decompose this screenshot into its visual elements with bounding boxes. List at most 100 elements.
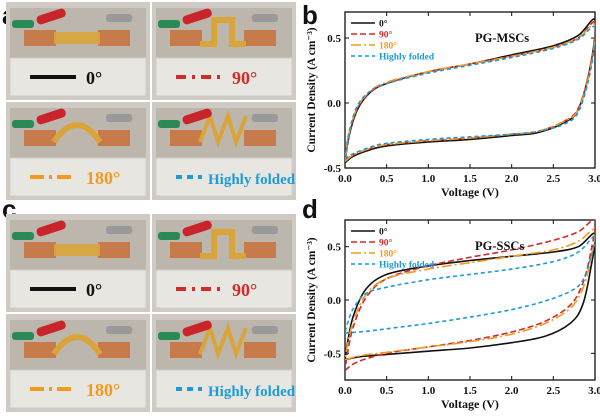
y-axis-label: Current Density (A cm⁻³) [306,27,318,152]
x-tick-label: 2.5 [546,385,560,397]
photo-cell-2: 90° [152,214,296,312]
copper-electrode-left [24,30,56,46]
chart-title: PG-MSCs [475,31,529,45]
y-tick-label: 0.0 [327,98,341,110]
clip-green [12,332,34,340]
copper-electrode-left [170,130,202,146]
device-film [200,229,246,259]
clip-silver [106,326,132,334]
legend-label: 0° [379,19,388,30]
photo-cell-3: 180° [6,314,150,412]
chart-d-svg: 0.0 0.5 1.0 1.5 2.0 2.5 3.0 -0.5 0.0 0.5 Voltage (… [306,219,600,411]
copper-electrode-right [98,130,130,146]
x-tick-label: 2.0 [505,173,519,185]
x-tick-label: 2.0 [505,385,519,397]
copper-electrode-right [244,130,276,146]
clip-green [158,232,180,240]
photo-label: 90° [232,280,257,300]
photo-panel-a: 0° 90° 180° Highly folded [6,2,298,202]
copper-electrode-left [24,242,56,258]
copper-electrode-left [170,242,202,258]
x-tick-label: 1.5 [463,173,477,185]
copper-electrode-left [170,342,202,358]
series-group [345,220,595,372]
clip-green [12,20,34,28]
clip-red [36,220,66,237]
device-film [198,321,248,361]
photo-cell-4: Highly folded [152,102,296,200]
y-tick-label: 0.5 [327,242,341,254]
clip-silver [252,14,278,22]
legend-label: 90° [379,30,393,41]
device-film [54,244,100,256]
x-axis-label: Voltage (V) [441,397,499,411]
series-line-4 [345,25,595,160]
series-line-4 [345,235,595,334]
y-tick-label: -0.5 [324,348,342,360]
x-tick-label: 2.5 [546,173,560,185]
photo-cell-1: 0° [6,214,150,312]
device-film [200,17,246,47]
clip-green [158,20,180,28]
clip-silver [106,114,132,122]
clip-green [12,120,34,128]
clip-green [158,332,180,340]
clip-red [36,108,66,125]
panel-letter-d: d [302,194,318,224]
legend-label: 180° [379,249,397,260]
y-tick-label: 0.5 [327,33,341,45]
x-tick-label: 1.5 [463,385,477,397]
copper-electrode-left [24,130,56,146]
legend: 0°90°180°Highly folded [351,19,435,63]
photo-label: 0° [86,280,102,300]
clip-silver [106,226,132,234]
device-film [51,334,103,356]
clip-red [182,108,212,125]
x-tick-label: 0.0 [338,173,352,185]
chart-panel-b: 0.0 0.5 1.0 1.5 2.0 2.5 3.0 -0.5 0.0 0.5 Voltage (… [300,0,600,208]
photo-label: 90° [232,68,257,88]
photo-label: Highly folded [208,172,296,188]
device-film [198,109,248,149]
clip-silver [106,14,132,22]
x-tick-label: 3.0 [588,385,600,397]
photo-cell-1: 0° [6,2,150,100]
x-tick-label: 0.0 [338,385,352,397]
photo-label: 0° [86,68,102,88]
series-line-1 [345,232,595,361]
clip-silver [252,326,278,334]
series-group [345,18,595,164]
x-tick-label: 3.0 [588,173,600,185]
chart-title: PG-SSCs [475,239,524,253]
x-tick-label: 0.5 [380,385,394,397]
x-tick-label: 1.0 [421,173,435,185]
copper-electrode-right [98,30,130,46]
photo-label: 180° [86,168,120,188]
y-axis-label: Current Density (A cm⁻³) [306,237,318,362]
clip-silver [252,114,278,122]
clip-green [158,120,180,128]
copper-electrode-right [98,342,130,358]
clip-red [36,8,66,25]
panel-letter-b: b [302,0,318,30]
clip-red [182,320,212,337]
legend-label: Highly folded [379,261,435,271]
clip-red [36,320,66,337]
legend: 0°90°180°Highly folded [351,227,435,271]
clip-red [182,8,212,25]
legend-label: 0° [379,227,388,238]
copper-electrode-left [170,30,202,46]
clip-green [12,232,34,240]
photo-c-svg: 0° 90° 180° Highly folded [6,214,296,412]
device-film [51,122,103,144]
y-tick-label: 0.0 [327,295,341,307]
stand-front [9,57,147,97]
device-film [54,32,100,44]
legend-label: Highly folded [379,53,435,63]
x-tick-label: 1.0 [421,385,435,397]
photo-a-svg: 0° 90° 180° Highly folded [6,2,296,200]
copper-electrode-right [98,242,130,258]
photo-panel-c: 0° 90° 180° Highly folded [6,214,298,414]
clip-silver [252,226,278,234]
